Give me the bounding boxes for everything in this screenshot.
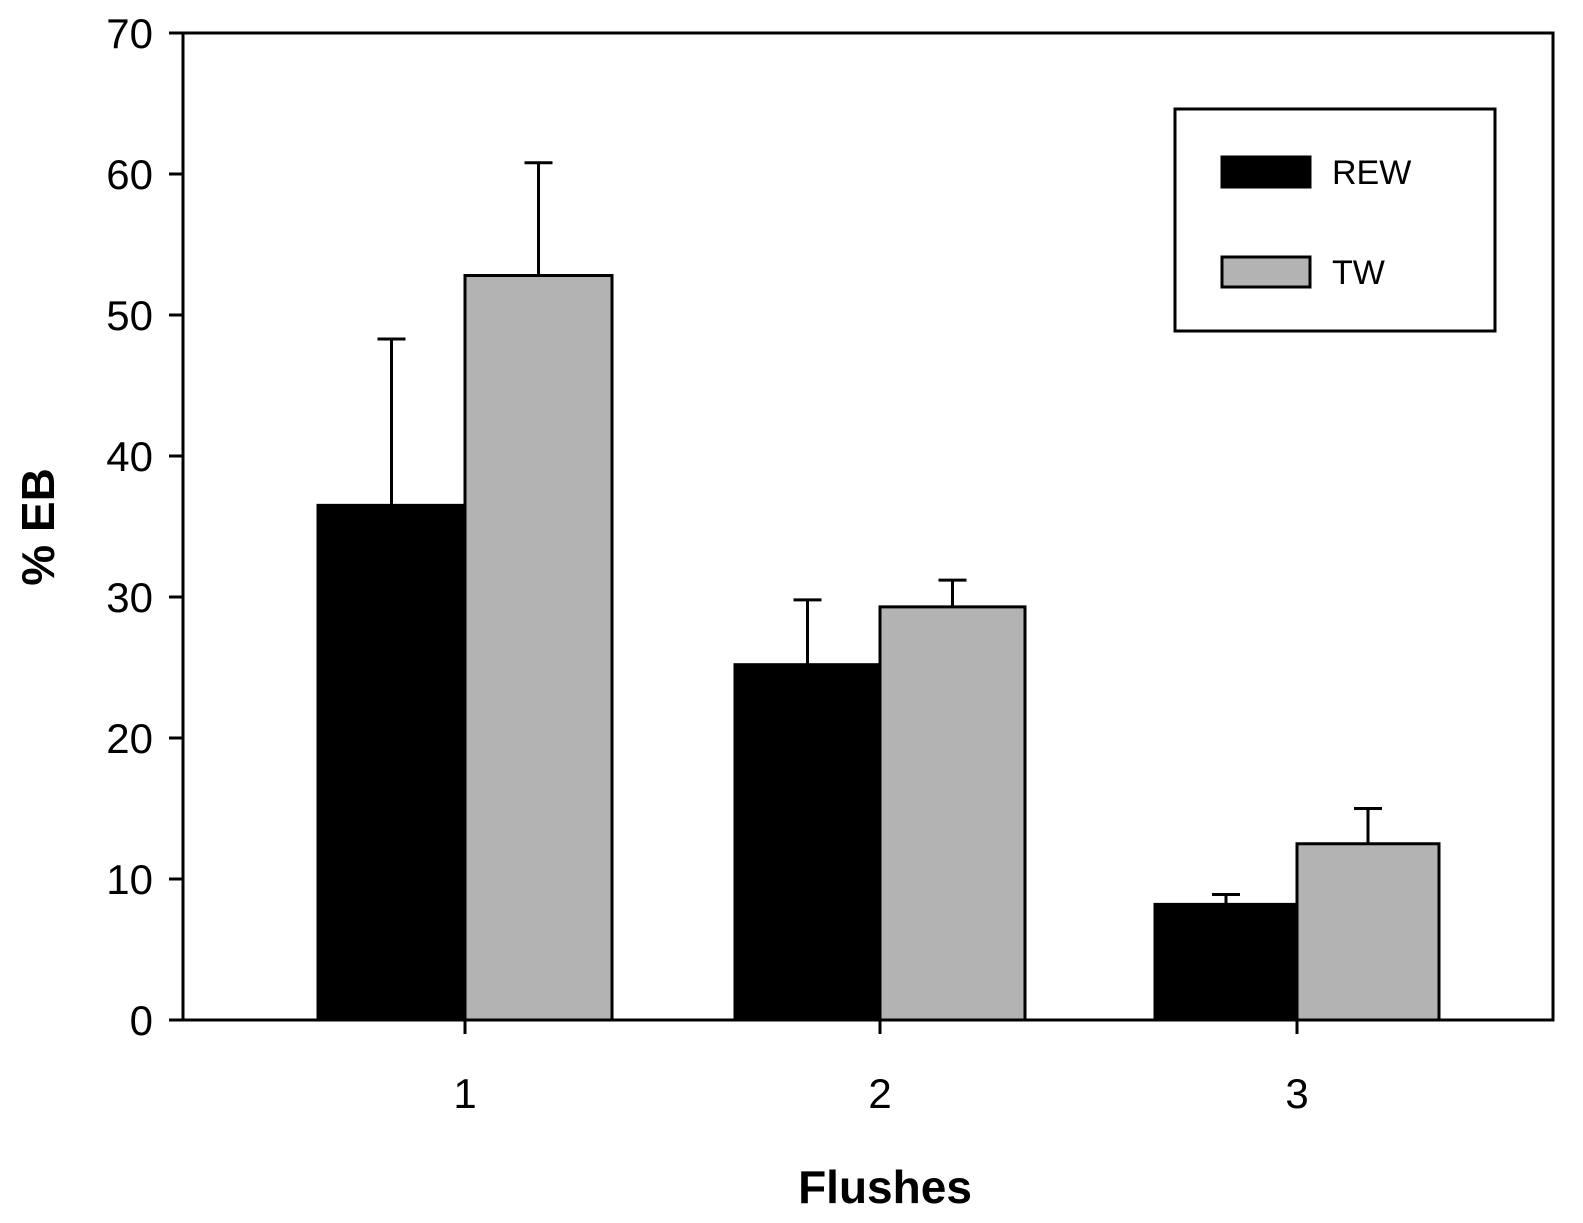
legend-label-tw: TW <box>1332 254 1385 292</box>
error-bar-tw-flush-1 <box>524 161 553 276</box>
y-tick-label: 50 <box>106 292 153 339</box>
error-bar-tw-flush-2 <box>938 578 967 607</box>
bar-rew-flush-2 <box>733 663 882 1022</box>
bar-rew-flush-1 <box>316 503 467 1022</box>
error-bar-rew-flush-3 <box>1212 893 1240 905</box>
bar-rew-flush-3 <box>1153 902 1299 1022</box>
x-tick-label: 2 <box>868 1070 891 1117</box>
y-tick-label: 60 <box>106 151 153 198</box>
bar-tw-flush-1 <box>463 274 614 1022</box>
y-axis-title: % EB <box>12 468 64 586</box>
legend: REW TW <box>1173 107 1497 333</box>
bar-tw-flush-3 <box>1295 842 1441 1022</box>
error-bar-rew-flush-1 <box>377 337 406 506</box>
y-tick-label: 30 <box>106 574 153 621</box>
bars-layer <box>316 274 1441 1022</box>
y-tick-label: 20 <box>106 715 153 762</box>
y-tick-label: 40 <box>106 433 153 480</box>
x-tick-label: 3 <box>1285 1070 1308 1117</box>
plot-frame <box>181 31 1555 1022</box>
bar-tw-flush-2 <box>878 605 1027 1022</box>
y-tick-label: 70 <box>106 10 153 57</box>
legend-swatch-tw <box>1220 255 1312 289</box>
error-bar-rew-flush-2 <box>793 598 822 665</box>
y-tick-label: 0 <box>130 997 153 1044</box>
x-axis-title: Flushes <box>798 1161 972 1213</box>
x-axis: 1 2 3 <box>453 1020 1309 1117</box>
x-tick-label: 1 <box>453 1070 476 1117</box>
y-tick-label: 10 <box>106 856 153 903</box>
error-bar-tw-flush-3 <box>1354 807 1382 844</box>
y-axis: 0 10 20 30 40 50 60 70 <box>106 10 183 1044</box>
legend-label-rew: REW <box>1332 154 1411 192</box>
error-bars-layer <box>377 161 1382 905</box>
legend-swatch-rew <box>1220 155 1312 189</box>
legend-box <box>1173 107 1497 333</box>
